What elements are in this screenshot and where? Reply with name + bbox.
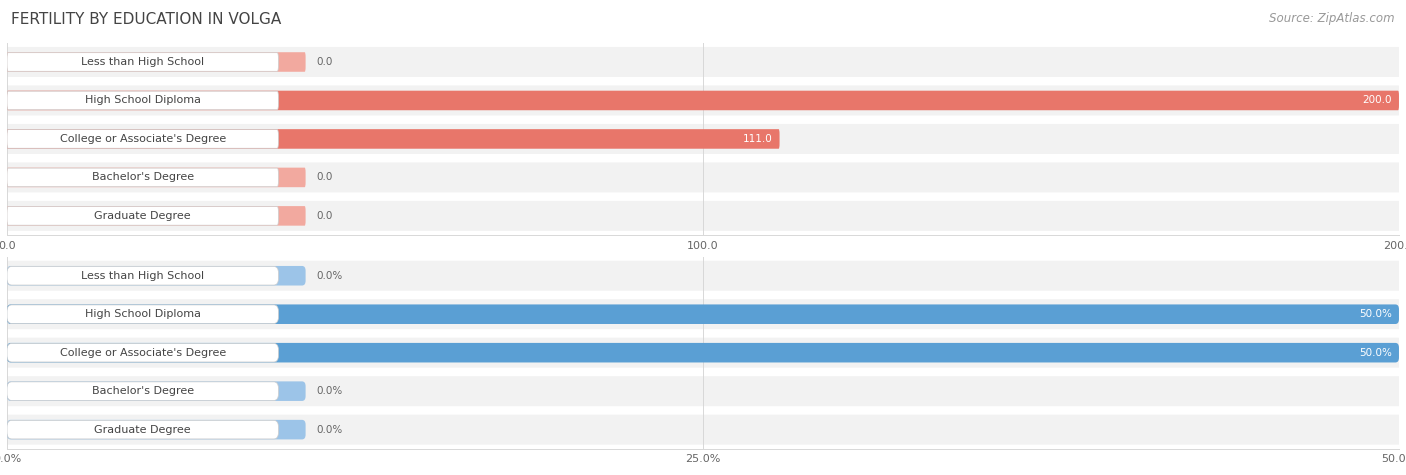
FancyBboxPatch shape [7,52,305,72]
FancyBboxPatch shape [7,130,278,148]
Text: 200.0: 200.0 [1362,95,1392,105]
Text: 0.0: 0.0 [316,57,333,67]
FancyBboxPatch shape [7,207,278,225]
FancyBboxPatch shape [7,299,1399,329]
Text: High School Diploma: High School Diploma [84,309,201,319]
Text: 0.0%: 0.0% [316,386,343,396]
FancyBboxPatch shape [7,53,278,71]
Text: FERTILITY BY EDUCATION IN VOLGA: FERTILITY BY EDUCATION IN VOLGA [11,12,281,27]
FancyBboxPatch shape [7,129,779,149]
FancyBboxPatch shape [7,168,305,187]
Text: Less than High School: Less than High School [82,271,204,281]
Text: College or Associate's Degree: College or Associate's Degree [59,348,226,358]
FancyBboxPatch shape [7,162,1399,192]
FancyBboxPatch shape [7,420,305,439]
FancyBboxPatch shape [7,338,1399,368]
FancyBboxPatch shape [7,206,305,226]
FancyBboxPatch shape [7,382,278,400]
Text: 0.0: 0.0 [316,172,333,182]
Text: 0.0: 0.0 [316,211,333,221]
Text: 111.0: 111.0 [742,134,773,144]
FancyBboxPatch shape [7,343,278,362]
Text: Less than High School: Less than High School [82,57,204,67]
FancyBboxPatch shape [7,124,1399,154]
Text: 0.0%: 0.0% [316,425,343,435]
FancyBboxPatch shape [7,305,278,323]
Text: Graduate Degree: Graduate Degree [94,211,191,221]
FancyBboxPatch shape [7,91,278,110]
FancyBboxPatch shape [7,261,1399,291]
FancyBboxPatch shape [7,47,1399,77]
FancyBboxPatch shape [7,201,1399,231]
FancyBboxPatch shape [7,304,1399,324]
Text: 50.0%: 50.0% [1360,348,1392,358]
FancyBboxPatch shape [7,86,1399,115]
FancyBboxPatch shape [7,168,278,187]
Text: 0.0%: 0.0% [316,271,343,281]
Text: College or Associate's Degree: College or Associate's Degree [59,134,226,144]
Text: 50.0%: 50.0% [1360,309,1392,319]
Text: Graduate Degree: Graduate Degree [94,425,191,435]
Text: High School Diploma: High School Diploma [84,95,201,105]
FancyBboxPatch shape [7,381,305,401]
FancyBboxPatch shape [7,91,1399,110]
FancyBboxPatch shape [7,343,1399,362]
FancyBboxPatch shape [7,266,305,285]
FancyBboxPatch shape [7,420,278,439]
Text: Bachelor's Degree: Bachelor's Degree [91,172,194,182]
Text: Source: ZipAtlas.com: Source: ZipAtlas.com [1270,12,1395,25]
FancyBboxPatch shape [7,376,1399,406]
Text: Bachelor's Degree: Bachelor's Degree [91,386,194,396]
FancyBboxPatch shape [7,266,278,285]
FancyBboxPatch shape [7,415,1399,445]
